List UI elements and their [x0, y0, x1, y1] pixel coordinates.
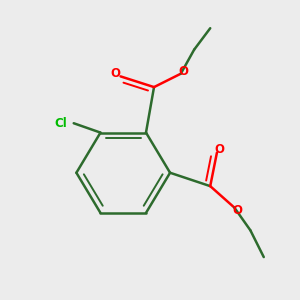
- Text: O: O: [232, 204, 242, 217]
- Text: O: O: [178, 64, 188, 77]
- Text: O: O: [110, 67, 120, 80]
- Text: O: O: [214, 143, 225, 157]
- Text: Cl: Cl: [54, 117, 67, 130]
